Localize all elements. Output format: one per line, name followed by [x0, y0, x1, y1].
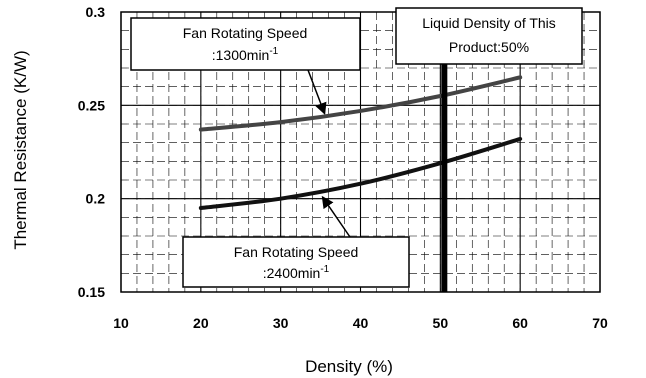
plot-frame — [120, 11, 601, 293]
x-tick-label: 30 — [273, 315, 289, 331]
arrow-fan-1300 — [307, 69, 327, 115]
annotation-box-liquid-density — [395, 7, 583, 65]
annotation-fan-1300: Fan Rotating Speed :1300min-1 — [130, 17, 361, 115]
arrow-fan-2400 — [321, 195, 351, 238]
annotation-fan-2400: Fan Rotating Speed :2400min-1 — [182, 195, 410, 288]
x-tick-label: 20 — [193, 315, 209, 331]
annotation-fan-1300-line2: :1300min-1 — [212, 46, 279, 63]
y-tick-label: 0.3 — [86, 4, 106, 20]
x-tick-label: 70 — [592, 315, 608, 331]
annotation-liquid-density: Liquid Density of This Product:50% — [395, 7, 583, 65]
y-tick-label: 0.2 — [86, 191, 106, 207]
series-layer — [198, 75, 523, 210]
y-tick-label: 0.25 — [78, 97, 105, 113]
annotation-liquid-line2: Product:50% — [449, 39, 529, 55]
y-tick-label: 0.15 — [78, 284, 105, 300]
annotation-fan-2400-line1: Fan Rotating Speed — [234, 244, 359, 260]
series-line-1 — [198, 75, 523, 132]
y-axis-title: Thermal Resistance (K/W) — [11, 50, 30, 249]
x-axis-title: Density (%) — [305, 357, 393, 376]
annotation-fan-2400-line2: :2400min-1 — [263, 264, 330, 281]
annotation-box-fan-1300 — [130, 17, 361, 71]
tick-labels: 10 20 30 40 50 60 70 0.15 0.2 0.25 0.3 — [78, 4, 608, 331]
annotation-liquid-line1: Liquid Density of This — [422, 15, 556, 31]
x-tick-label: 40 — [353, 315, 369, 331]
series-line-2 — [198, 136, 523, 210]
x-tick-label: 10 — [113, 315, 129, 331]
x-tick-label: 50 — [433, 315, 449, 331]
annotations: Fan Rotating Speed :1300min-1 Fan Rotati… — [130, 7, 583, 288]
annotation-box-fan-2400 — [182, 236, 410, 288]
x-tick-label: 60 — [512, 315, 528, 331]
annotation-fan-1300-line1: Fan Rotating Speed — [183, 25, 308, 41]
